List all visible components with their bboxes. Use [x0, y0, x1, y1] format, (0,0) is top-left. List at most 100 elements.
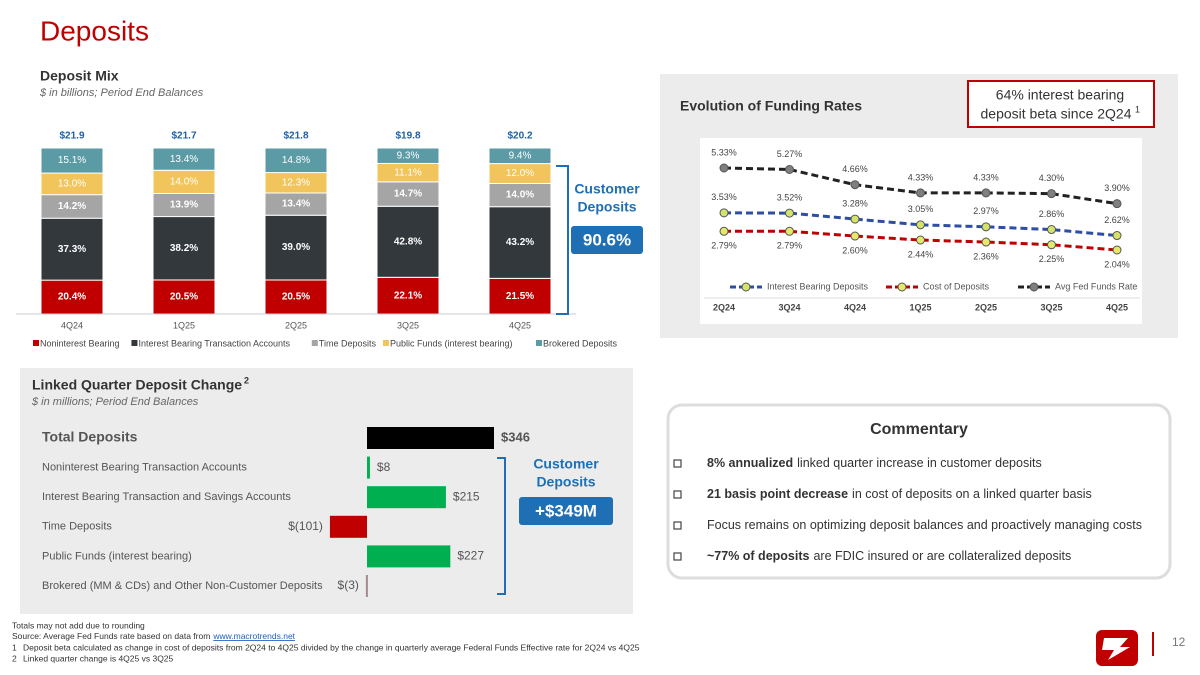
- category-label: Brokered (MM & CDs) and Other Non-Custom…: [42, 580, 323, 592]
- annotation-box: [571, 226, 643, 254]
- footnote-source: Source: Average Fed Funds rate based on …: [12, 631, 210, 641]
- bar-segment: [376, 276, 440, 315]
- category-label: Noninterest Bearing Transaction Accounts: [42, 462, 247, 474]
- x-tick-label: 3Q25: [397, 320, 419, 330]
- data-label: 2.97%: [973, 206, 999, 216]
- marker: [719, 208, 729, 218]
- legend-swatch: [131, 340, 138, 346]
- annotation-box: [519, 497, 613, 525]
- annotation-label: Deposits: [577, 199, 636, 215]
- commentary-bold: 8% annualized: [707, 456, 793, 470]
- x-tick-label: 2Q24: [713, 302, 735, 312]
- bar: [367, 486, 446, 509]
- data-label: 2.86%: [1039, 209, 1065, 219]
- x-tick-label: 4Q25: [1106, 302, 1128, 312]
- legend-marker: [741, 282, 751, 292]
- bar-segment: [152, 279, 216, 315]
- bar: [367, 427, 494, 449]
- data-label: 13.4%: [282, 199, 310, 210]
- marker: [850, 231, 860, 241]
- x-tick-label: 3Q25: [1040, 302, 1062, 312]
- footnote: Linked quarter change is 4Q25 vs 3Q25: [23, 653, 174, 663]
- commentary-item: Focus remains on optimizing deposit bala…: [707, 518, 1142, 532]
- marker: [850, 180, 860, 190]
- annotation-label: Customer: [574, 181, 640, 197]
- data-label: $8: [377, 460, 391, 474]
- commentary-bold: ~77% of deposits: [707, 549, 810, 563]
- footnote-link[interactable]: www.macrotrends.net: [212, 631, 295, 641]
- data-label: 3.53%: [711, 192, 737, 202]
- annotation-label: Deposits: [536, 474, 595, 490]
- legend-label: Interest Bearing Deposits: [767, 281, 869, 291]
- data-label: 4.30%: [1039, 173, 1065, 183]
- callout-box: [967, 80, 1155, 128]
- x-tick-label: 4Q24: [61, 320, 83, 330]
- x-tick-label: 4Q24: [844, 302, 866, 312]
- data-label: 3.52%: [777, 192, 803, 202]
- data-label: 3.05%: [908, 204, 934, 214]
- marker: [981, 188, 991, 198]
- data-label: 2.79%: [711, 241, 737, 251]
- data-label: 4.33%: [908, 172, 934, 182]
- legend-label: Avg Fed Funds Rate: [1055, 281, 1137, 291]
- marker: [916, 235, 925, 245]
- slide-title: Deposits: [40, 15, 149, 46]
- marker: [1112, 245, 1122, 255]
- bracket: [497, 457, 506, 595]
- data-label: 9.3%: [397, 150, 420, 161]
- total-label: $20.2: [507, 131, 532, 142]
- bar-segment: [488, 147, 552, 165]
- data-label: 15.1%: [58, 155, 86, 166]
- bar-segment: [264, 279, 328, 315]
- annotation-value: +$349M: [535, 501, 597, 520]
- data-label: 2.60%: [842, 245, 868, 255]
- total-label: $21.9: [59, 131, 84, 142]
- marker: [719, 226, 729, 236]
- commentary-item: ~77% of deposits are FDIC insured or are …: [707, 549, 1071, 563]
- x-tick-label: 2Q25: [975, 302, 997, 312]
- data-label: 20.4%: [58, 292, 86, 303]
- callout-text: 64% interest bearing: [996, 87, 1124, 103]
- legend-swatch: [382, 340, 389, 346]
- total-label: $19.8: [395, 131, 420, 142]
- marker: [850, 214, 860, 224]
- data-label: 38.2%: [170, 243, 198, 254]
- marker: [981, 237, 991, 247]
- legend-swatch: [311, 340, 318, 346]
- bar: [367, 456, 370, 479]
- bar-segment: [40, 279, 104, 315]
- bullet: [673, 521, 682, 530]
- legend-label: Cost of Deposits: [923, 281, 990, 291]
- x-tick-label: 4Q25: [509, 320, 531, 330]
- bar: [329, 515, 367, 538]
- legend-label: Noninterest Bearing: [40, 338, 120, 348]
- footnote: Deposit beta calculated as change in cos…: [23, 642, 640, 652]
- annotation-label: Customer: [533, 456, 599, 472]
- x-tick-label: 1Q25: [173, 320, 195, 330]
- marker: [1112, 199, 1122, 209]
- panel: [20, 368, 633, 614]
- bullet: [673, 552, 682, 561]
- bar: [367, 545, 451, 568]
- page-number: 12: [1172, 635, 1186, 649]
- legend-label: Interest Bearing Transaction Accounts: [138, 338, 290, 348]
- bar-segment: [376, 181, 440, 207]
- bullet: [673, 459, 682, 468]
- category-label: Interest Bearing Transaction and Savings…: [42, 491, 291, 503]
- bullet: [673, 490, 682, 499]
- bracket: [556, 165, 569, 315]
- data-label: 2.04%: [1104, 259, 1130, 269]
- marker: [916, 188, 925, 198]
- legend-label: Public Funds (interest bearing): [390, 338, 513, 348]
- chart-title: Deposit Mix: [40, 68, 119, 84]
- data-label: 3.90%: [1104, 183, 1130, 193]
- data-label: 12.0%: [506, 168, 534, 179]
- data-label: 2.36%: [973, 251, 999, 261]
- data-label: 14.8%: [282, 155, 310, 166]
- commentary-title: Commentary: [870, 421, 968, 438]
- commentary-text: in cost of deposits on a linked quarter …: [852, 487, 1092, 501]
- data-label: 21.5%: [506, 291, 534, 302]
- chart-title: Linked Quarter Deposit Change: [32, 377, 242, 393]
- bar-segment: [152, 216, 216, 281]
- footnote-number: 1: [12, 642, 17, 652]
